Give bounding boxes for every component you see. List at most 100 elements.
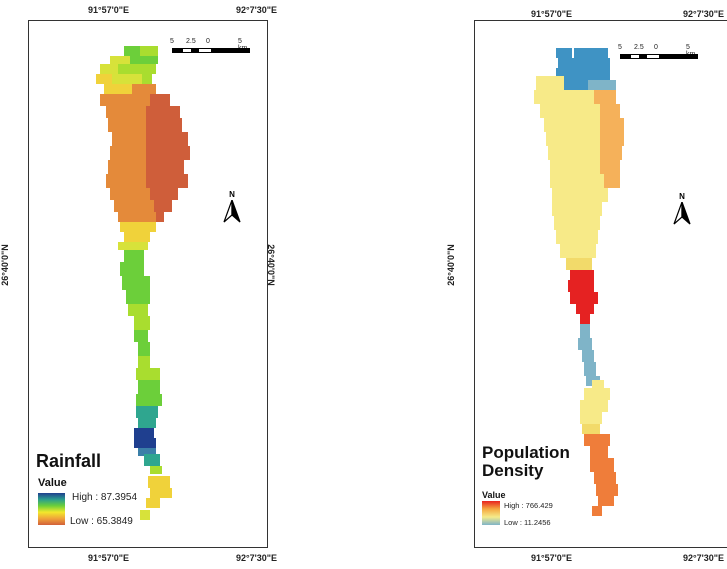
legend-low-label: Low : 11.2456	[504, 518, 551, 527]
raster-cell	[590, 446, 608, 458]
raster-cell	[134, 330, 148, 342]
raster-cell	[134, 438, 156, 448]
raster-cell	[150, 188, 178, 200]
raster-cell	[580, 412, 602, 424]
raster-cell	[120, 222, 156, 232]
population-density-map-panel: 91°57'0"E 92°7'30"E 91°57'0"E 92°7'30"E …	[440, 0, 727, 569]
raster-cell	[144, 454, 160, 466]
raster-cell	[592, 506, 602, 516]
raster-cell	[600, 104, 620, 118]
lon-label-east-top: 92°7'30"E	[236, 5, 278, 15]
raster-cell	[580, 400, 608, 412]
raster-cell	[570, 292, 598, 304]
raster-cell	[110, 146, 146, 160]
raster-cell	[594, 472, 616, 484]
lon-label-west-bottom: 91°57'0"E	[531, 553, 573, 563]
lon-label-east-bottom: 92°7'30"E	[683, 553, 725, 563]
north-arrow: N	[672, 192, 692, 228]
raster-cell	[132, 84, 156, 94]
legend-title: Rainfall	[36, 451, 102, 471]
raster-cell	[100, 94, 150, 106]
raster-cell	[140, 46, 158, 56]
raster-cell	[142, 74, 152, 84]
raster-cell	[548, 146, 600, 160]
raster-cell	[106, 174, 146, 188]
raster-cell	[150, 488, 172, 498]
raster-cell	[114, 200, 154, 212]
raster-cell	[146, 498, 160, 508]
raster-cell	[96, 74, 112, 84]
raster-cell	[564, 80, 588, 92]
lon-label-west-bottom: 91°57'0"E	[88, 553, 130, 563]
raster-cell	[156, 212, 164, 222]
raster-cell	[146, 118, 182, 132]
raster-cell	[584, 434, 610, 446]
raster-cell	[140, 510, 150, 520]
raster-cell	[556, 48, 572, 58]
raster-cell	[574, 48, 608, 58]
raster-cell	[580, 324, 590, 338]
scale-bar-strip	[172, 48, 250, 53]
raster-cell	[146, 160, 184, 174]
raster-cell	[134, 428, 154, 438]
raster-cell	[560, 244, 596, 258]
scale-label-2-5: 2.5	[186, 38, 196, 45]
legend-high-label: High : 766.429	[504, 501, 553, 510]
lon-label-west-top: 91°57'0"E	[88, 5, 130, 15]
raster-cell	[582, 350, 594, 362]
raster-cell	[552, 188, 608, 202]
north-arrow-icon	[223, 199, 241, 223]
legend-heading: Value	[38, 477, 67, 489]
raster-cell	[584, 362, 596, 376]
raster-cell	[100, 64, 118, 74]
raster-cell	[110, 188, 150, 200]
scale-label-2-5: 2.5	[634, 44, 644, 51]
raster-cell	[594, 90, 616, 104]
raster-cell	[138, 448, 156, 456]
lon-label-east-bottom: 92°7'30"E	[236, 553, 278, 563]
scale-label-0: 0	[654, 44, 658, 51]
raster-cell	[570, 270, 594, 280]
raster-cell	[150, 94, 170, 106]
raster-cell	[584, 388, 610, 400]
north-arrow-icon	[673, 201, 691, 225]
raster-cell	[556, 68, 610, 80]
raster-cell	[604, 174, 620, 188]
raster-cell	[580, 314, 590, 324]
raster-cell	[600, 160, 620, 174]
raster-cell	[534, 90, 594, 104]
raster-cell	[112, 74, 142, 84]
raster-cell	[600, 132, 624, 146]
raster-cell	[598, 496, 614, 506]
raster-cell	[544, 118, 600, 132]
raster-cell	[588, 80, 616, 90]
raster-cell	[550, 160, 600, 174]
raster-cell	[126, 290, 150, 304]
scale-label-0: 0	[206, 38, 210, 45]
raster-cell	[134, 316, 150, 330]
legend-color-ramp	[482, 501, 500, 525]
raster-cell	[576, 304, 594, 314]
raster-cell	[122, 276, 150, 290]
raster-cell	[124, 250, 144, 262]
raster-cell	[552, 202, 602, 216]
raster-cell	[578, 338, 592, 350]
raster-cell	[120, 262, 144, 276]
raster-cell	[104, 84, 132, 94]
legend-high-label: High : 87.3954	[72, 492, 138, 503]
raster-cell	[600, 146, 622, 160]
population-density-raster	[534, 48, 624, 516]
raster-cell	[138, 380, 160, 394]
lon-label-west-top: 91°57'0"E	[531, 9, 573, 19]
rainfall-raster	[96, 46, 190, 520]
raster-cell	[128, 304, 148, 316]
raster-cell	[558, 58, 610, 68]
raster-cell	[118, 64, 156, 74]
legend-heading: Value	[482, 490, 506, 500]
raster-cell	[150, 466, 162, 474]
raster-cell	[146, 132, 188, 146]
raster-cell	[554, 216, 600, 230]
legend-title: Population Density	[482, 443, 570, 480]
lon-label-east-top: 92°7'30"E	[683, 9, 725, 19]
rainfall-map-panel: 91°57'0"E 92°7'30"E 91°57'0"E 92°7'30"E …	[0, 0, 300, 569]
